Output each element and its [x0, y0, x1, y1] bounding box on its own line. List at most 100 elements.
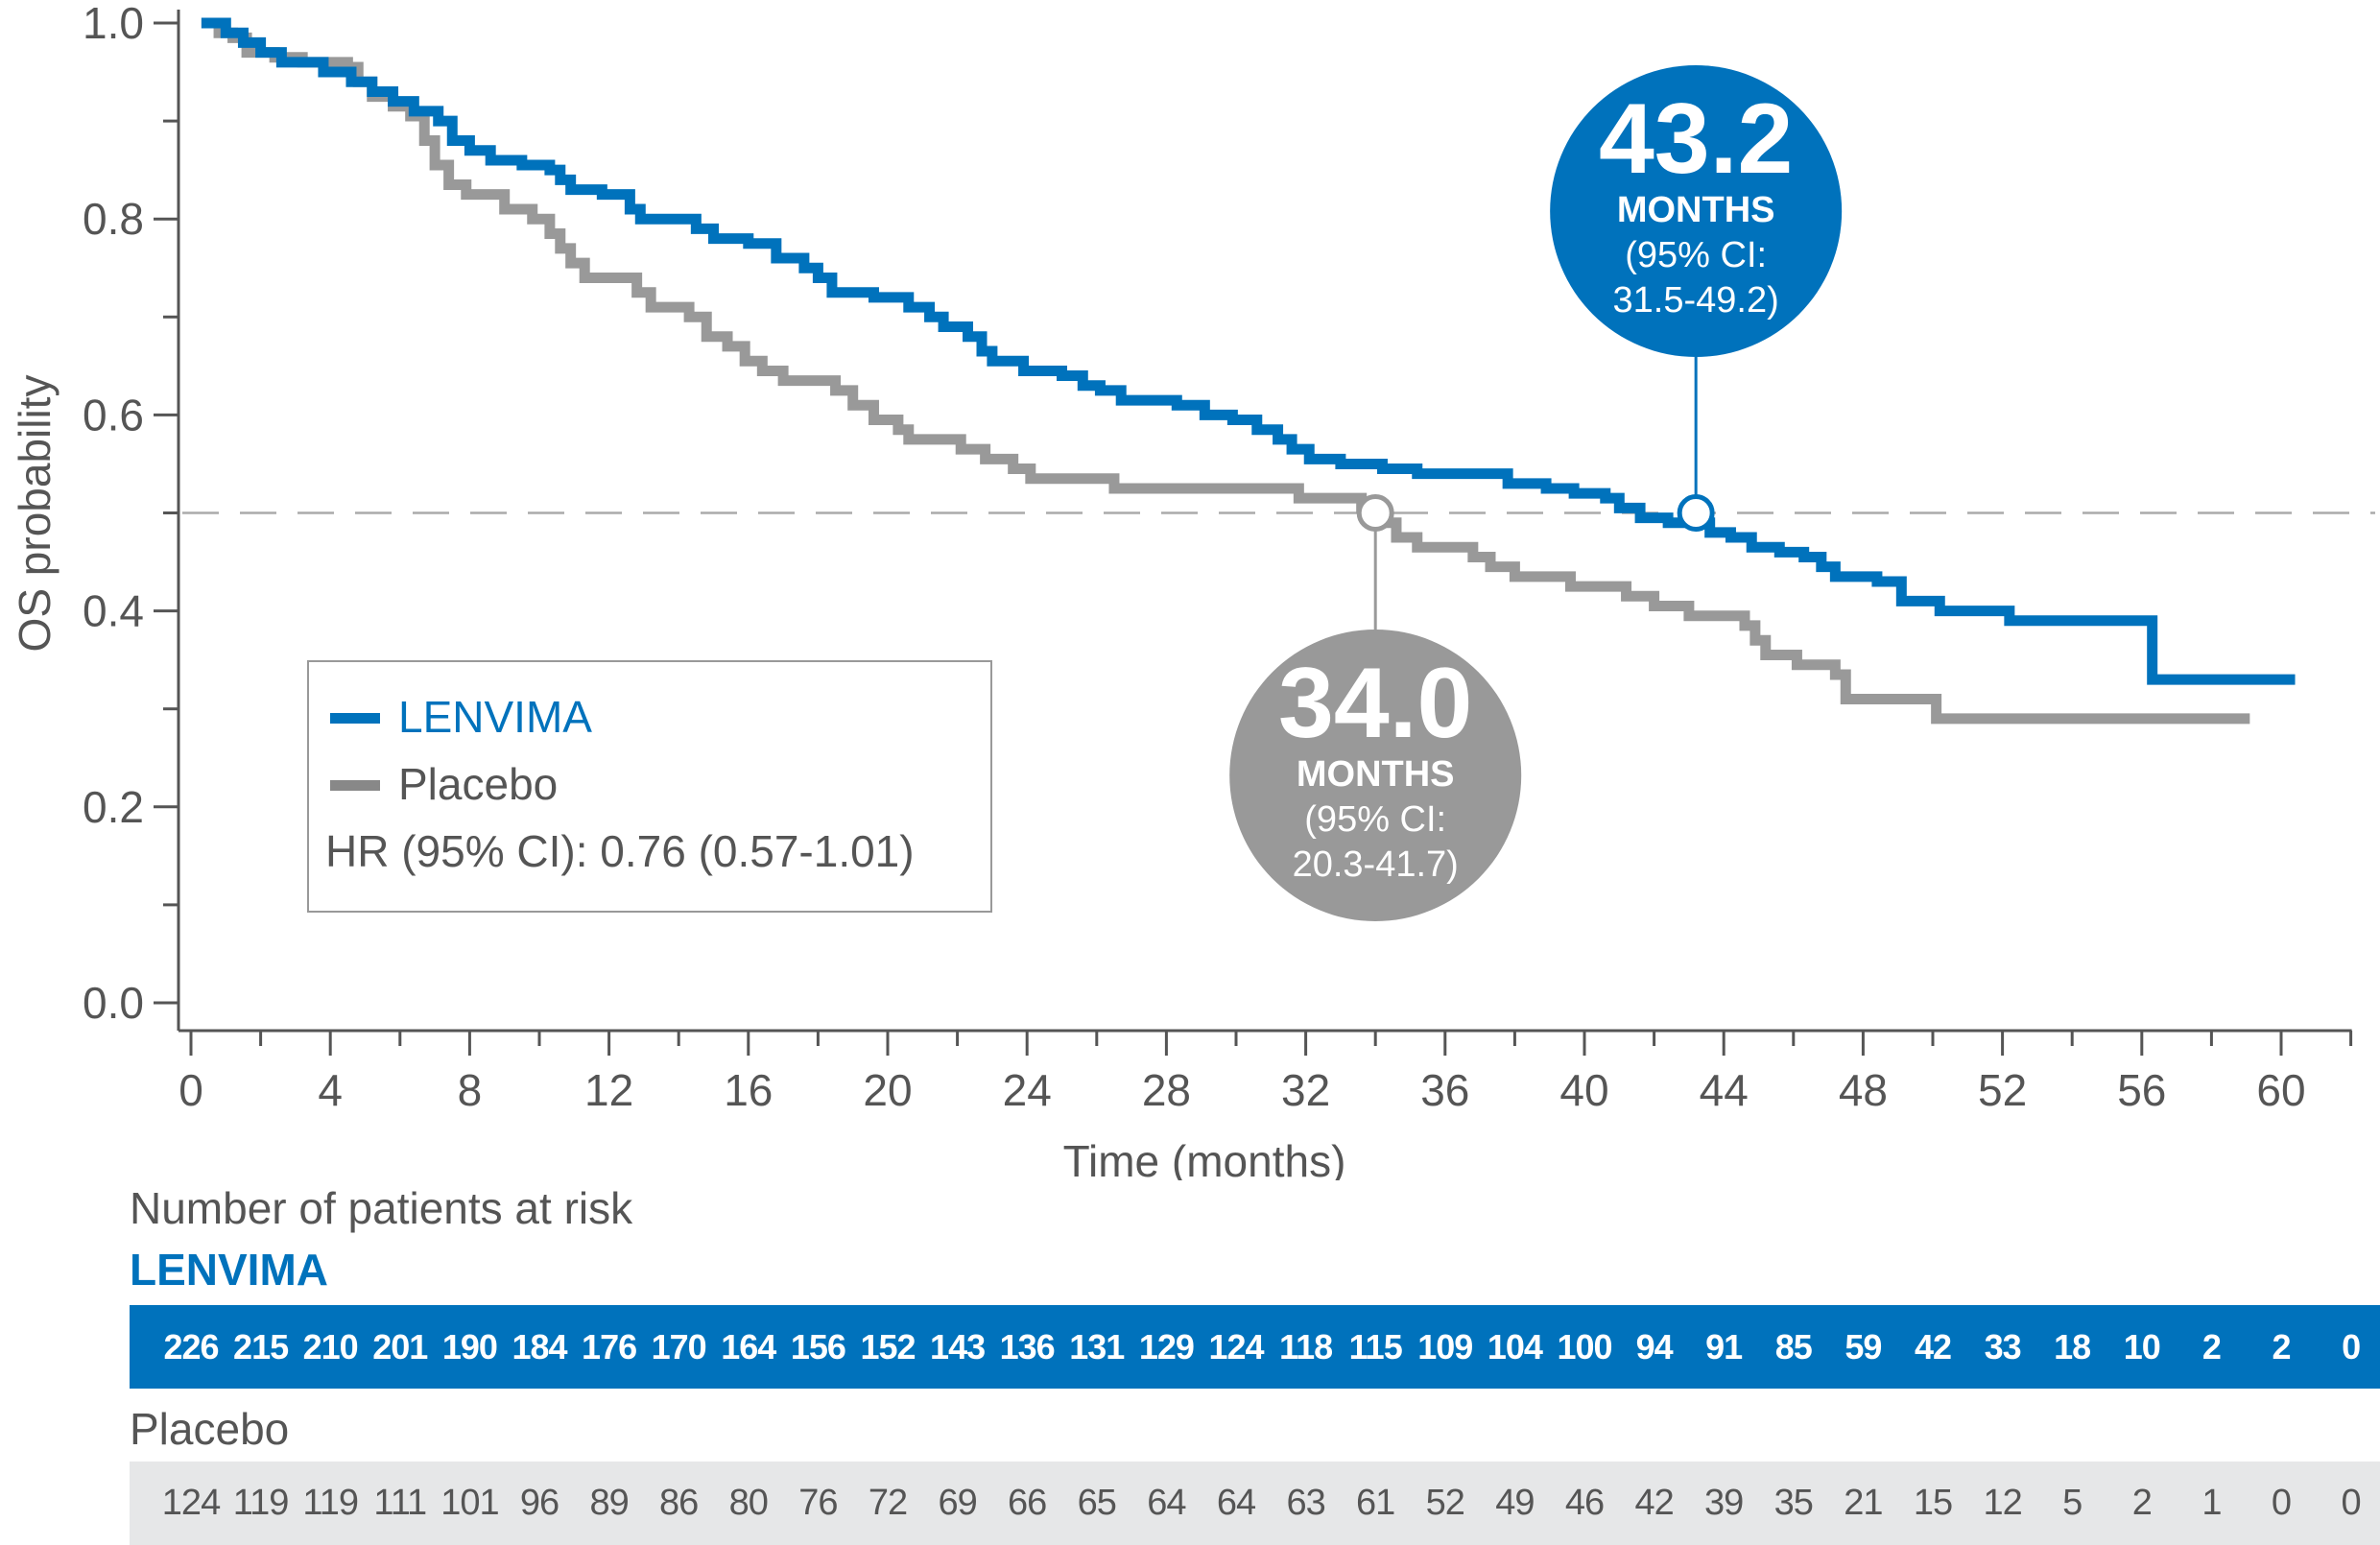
risk-cell-lenvima: 18: [2054, 1326, 2091, 1367]
axes: 0.00.20.40.60.81.00 4 8 12 16 20 24 28 32 36 40 44 4…: [83, 0, 2353, 1115]
risk-cell-placebo: 66: [1008, 1483, 1047, 1523]
x-tick-label: 60: [2256, 1065, 2305, 1115]
y-tick-label: 0.2: [83, 782, 144, 832]
legend-label-lenvima: LENVIMA: [398, 692, 592, 742]
x-tick-label: 40: [1559, 1065, 1608, 1115]
x-tick-label: 36: [1420, 1065, 1469, 1115]
risk-table-title: Number of patients at risk: [130, 1183, 633, 1233]
y-tick-label: 1.0: [83, 0, 144, 48]
risk-cell-placebo: 64: [1216, 1483, 1256, 1523]
risk-cell-placebo: 63: [1286, 1483, 1325, 1523]
risk-cell-placebo: 119: [302, 1483, 359, 1523]
risk-cell-lenvima: 156: [790, 1326, 846, 1367]
risk-cell-lenvima: 118: [1279, 1326, 1333, 1367]
risk-cell-placebo: 124: [161, 1483, 221, 1523]
risk-cell-lenvima: 201: [372, 1326, 428, 1367]
callout-bubble-placebo: [1229, 630, 1522, 921]
risk-cell-lenvima: 2: [2202, 1326, 2222, 1367]
risk-cell-placebo: 65: [1077, 1483, 1117, 1523]
risk-cell-lenvima: 152: [860, 1326, 916, 1367]
risk-cell-placebo: 80: [728, 1483, 769, 1523]
risk-cell-lenvima: 2: [2272, 1326, 2291, 1367]
risk-cell-placebo: 0: [2271, 1483, 2292, 1523]
risk-cell-lenvima: 215: [233, 1326, 289, 1367]
legend-swatch-lenvima: [330, 713, 380, 724]
callout-bubble-lenvima: [1550, 65, 1843, 357]
risk-cell-lenvima: 129: [1138, 1326, 1195, 1367]
callout-ci-line1-lenvima: (95% CI:: [1625, 235, 1767, 275]
y-axis-title: OS probability: [10, 375, 60, 653]
risk-cell-lenvima: 104: [1487, 1326, 1543, 1367]
x-tick-label: 56: [2117, 1065, 2166, 1115]
x-tick-label: 0: [178, 1065, 203, 1115]
risk-cell-placebo: 12: [1983, 1483, 2022, 1523]
median-marker-placebo: [1356, 494, 1394, 532]
callout-ci-line1-placebo: (95% CI:: [1304, 799, 1446, 840]
y-tick-label: 0.4: [83, 586, 144, 636]
risk-cell-placebo: 89: [589, 1483, 629, 1523]
risk-group-label-placebo: Placebo: [130, 1404, 290, 1454]
callout-unit-placebo: MONTHS: [1297, 754, 1455, 795]
x-tick-label: 24: [1003, 1065, 1052, 1115]
risk-cell-lenvima: 94: [1635, 1326, 1674, 1367]
risk-cell-placebo: 5: [2062, 1483, 2082, 1523]
risk-cell-lenvima: 91: [1705, 1326, 1743, 1367]
x-tick-label: 44: [1700, 1065, 1749, 1115]
risk-cell-placebo: 52: [1425, 1483, 1465, 1523]
km-chart: 0.00.20.40.60.81.00 4 8 12 16 20 24 28 32 36 40 44 4…: [10, 0, 2375, 1180]
risk-cell-placebo: 61: [1356, 1483, 1395, 1523]
risk-cell-placebo: 15: [1913, 1483, 1953, 1523]
x-tick-label: 28: [1142, 1065, 1191, 1115]
risk-cell-lenvima: 190: [441, 1326, 498, 1367]
curve-lenvima: [201, 17, 2296, 685]
x-tick-label: 48: [1839, 1065, 1888, 1115]
risk-cell-placebo: 119: [232, 1483, 290, 1523]
risk-cell-placebo: 86: [659, 1483, 699, 1523]
legend-box: [307, 660, 992, 913]
y-tick-label: 0.6: [83, 390, 144, 440]
risk-cell-lenvima: 42: [1914, 1326, 1952, 1367]
risk-cell-lenvima: 33: [1984, 1326, 2022, 1367]
callout-unit-lenvima: MONTHS: [1617, 190, 1775, 230]
callout-ci-line2-lenvima: 31.5-49.2): [1613, 280, 1779, 321]
risk-cell-lenvima: 226: [163, 1326, 219, 1367]
risk-cell-lenvima: 184: [512, 1326, 567, 1367]
risk-cell-placebo: 1: [2202, 1483, 2222, 1523]
callout-value-lenvima: 43.2: [1599, 83, 1793, 195]
callout-value-placebo: 34.0: [1278, 648, 1472, 759]
risk-cell-placebo: 42: [1634, 1483, 1674, 1523]
legend-hr-text: HR (95% CI): 0.76 (0.57-1.01): [325, 826, 915, 876]
risk-cell-placebo: 46: [1564, 1483, 1605, 1523]
median-marker-lenvima: [1677, 494, 1715, 532]
risk-cell-lenvima: 10: [2123, 1326, 2161, 1367]
y-tick-label: 0.8: [83, 194, 144, 244]
risk-cell-lenvima: 131: [1069, 1326, 1125, 1367]
risk-cell-placebo: 21: [1844, 1483, 1883, 1523]
survival-curves: [201, 17, 2296, 725]
risk-cell-lenvima: 124: [1208, 1326, 1264, 1367]
risk-cell-placebo: 111: [373, 1483, 427, 1523]
risk-cell-lenvima: 85: [1774, 1326, 1813, 1367]
risk-cell-placebo: 64: [1147, 1483, 1186, 1523]
risk-row-lenvima: 226 215 210 201 190 184 176 170 164 156 152 143 136 1…: [130, 1305, 2380, 1389]
risk-cell-placebo: 96: [519, 1483, 559, 1523]
x-tick-label: 12: [584, 1065, 633, 1115]
x-tick-label: 52: [1978, 1065, 2027, 1115]
legend: LENVIMA Placebo HR (95% CI): 0.76 (0.57-…: [307, 660, 992, 913]
risk-cell-lenvima: 210: [302, 1326, 359, 1367]
x-tick-label: 20: [863, 1065, 912, 1115]
x-tick-label: 16: [724, 1065, 773, 1115]
risk-group-label-lenvima: LENVIMA: [130, 1245, 328, 1295]
risk-cell-placebo: 69: [938, 1483, 977, 1523]
x-tick-label: 4: [318, 1065, 343, 1115]
risk-cell-placebo: 49: [1495, 1483, 1535, 1523]
risk-cell-lenvima: 0: [2342, 1326, 2361, 1367]
x-axis-title: Time (months): [1063, 1136, 1346, 1180]
risk-cell-placebo: 2: [2131, 1483, 2153, 1523]
risk-cell-lenvima: 115: [1348, 1326, 1403, 1367]
risk-cell-placebo: 76: [798, 1483, 838, 1523]
y-tick-label: 0.0: [83, 978, 144, 1028]
risk-cell-lenvima: 143: [930, 1326, 986, 1367]
callout-ci-line2-placebo: 20.3-41.7): [1293, 844, 1459, 885]
